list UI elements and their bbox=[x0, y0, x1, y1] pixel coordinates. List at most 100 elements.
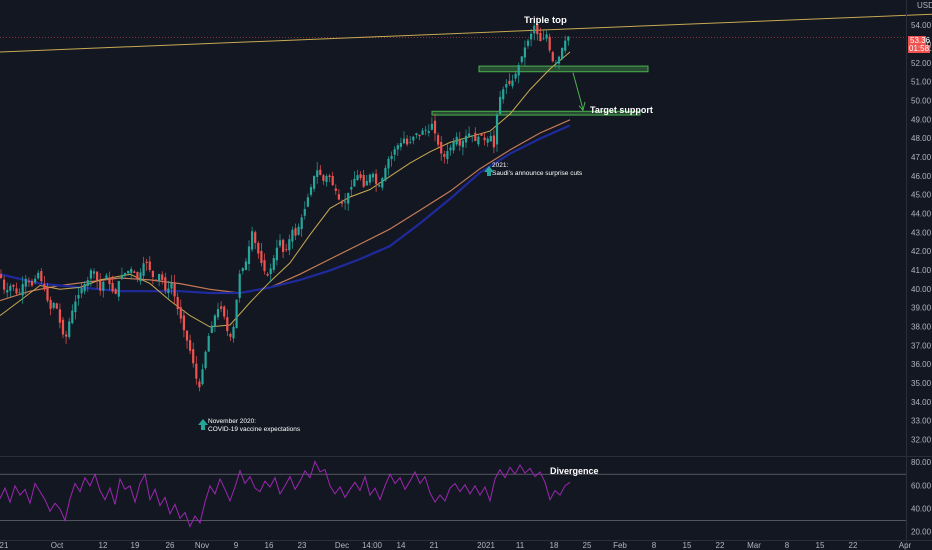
candle-body bbox=[3, 279, 6, 290]
candle-body bbox=[406, 138, 409, 145]
candle-body bbox=[164, 277, 167, 291]
candle-body bbox=[471, 135, 474, 137]
candle-body bbox=[539, 32, 542, 42]
candle-body bbox=[381, 178, 384, 188]
candle-body bbox=[548, 36, 551, 51]
up-arrow-icon bbox=[484, 166, 494, 176]
candle-body bbox=[502, 89, 505, 100]
candle-body bbox=[216, 309, 220, 318]
candle-body bbox=[520, 56, 523, 63]
candle-body bbox=[418, 134, 421, 137]
candle-body bbox=[229, 333, 232, 337]
candle-body bbox=[173, 282, 176, 297]
support-zone-upper[interactable] bbox=[478, 65, 649, 73]
candle-body bbox=[127, 270, 130, 274]
candle-body bbox=[359, 174, 362, 178]
candle-body bbox=[189, 340, 192, 351]
time-tick-label: 15 bbox=[816, 541, 825, 550]
candle-body bbox=[288, 239, 291, 251]
candle-body bbox=[430, 123, 433, 130]
candle-body bbox=[260, 250, 263, 264]
candle-body bbox=[49, 299, 52, 309]
price-tick-label: 35.00 bbox=[911, 379, 932, 388]
candle-body bbox=[461, 140, 464, 148]
price-tick-label: 47.00 bbox=[911, 153, 932, 162]
candle-body bbox=[455, 136, 458, 145]
candle-body bbox=[201, 369, 204, 385]
candle-body bbox=[114, 289, 117, 294]
candle-body bbox=[477, 136, 480, 145]
candle-body bbox=[207, 335, 210, 352]
time-tick-label: 23 bbox=[298, 541, 307, 550]
candle-body bbox=[182, 315, 185, 331]
candle-body bbox=[99, 280, 102, 291]
candle-body bbox=[378, 185, 381, 187]
candle-body bbox=[55, 303, 58, 309]
candle-body bbox=[154, 279, 158, 281]
time-tick-label: Feb bbox=[613, 541, 627, 550]
time-tick-label: 14 bbox=[397, 541, 406, 550]
candle-body bbox=[185, 330, 189, 341]
note-2021-title: 2021: bbox=[492, 162, 508, 169]
candle-body bbox=[530, 33, 533, 40]
candle-body bbox=[415, 133, 418, 136]
candle-body bbox=[40, 271, 43, 282]
candle-body bbox=[393, 149, 396, 155]
candle-body bbox=[46, 287, 49, 301]
trendline[interactable] bbox=[0, 13, 932, 53]
time-tick-label: 14:00 bbox=[362, 541, 383, 550]
candle-body bbox=[433, 120, 437, 134]
candle-body bbox=[303, 209, 306, 216]
time-tick-label: 15 bbox=[683, 541, 692, 550]
candle-body bbox=[139, 272, 142, 282]
candle-body bbox=[58, 309, 61, 323]
rsi-tick-label: 80.00 bbox=[911, 458, 932, 467]
candle-body bbox=[272, 258, 275, 270]
candle-body bbox=[89, 270, 92, 279]
candle-body bbox=[412, 136, 415, 141]
candle-body bbox=[306, 197, 309, 207]
moving-average-orange bbox=[0, 119, 571, 302]
candle-body bbox=[86, 280, 89, 286]
candle-body bbox=[452, 141, 455, 151]
time-tick-label: 16 bbox=[265, 541, 274, 550]
candle-body bbox=[309, 187, 313, 195]
candle-body bbox=[130, 269, 133, 273]
candle-body bbox=[514, 73, 517, 79]
candle-body bbox=[24, 278, 27, 287]
candle-body bbox=[226, 317, 229, 332]
candle-body bbox=[399, 142, 402, 147]
note-nov-title: November 2020: bbox=[208, 418, 256, 425]
price-tick-label: 44.00 bbox=[911, 209, 932, 218]
candle-body bbox=[275, 247, 278, 261]
price-tick-label: 52.00 bbox=[911, 59, 932, 68]
candle-body bbox=[291, 229, 294, 242]
candle-body bbox=[30, 281, 34, 286]
time-tick-label: Dec bbox=[335, 541, 349, 550]
moving-average-yellow bbox=[0, 51, 571, 328]
candle-body bbox=[353, 178, 356, 187]
candle-body bbox=[247, 246, 251, 264]
candle-body bbox=[15, 288, 18, 294]
candle-body bbox=[449, 147, 452, 151]
annotation-divergence: Divergence bbox=[550, 466, 599, 476]
price-panel[interactable] bbox=[0, 13, 932, 392]
candle-body bbox=[213, 315, 216, 327]
candle-body bbox=[27, 280, 30, 283]
candle-body bbox=[241, 268, 244, 272]
candle-body bbox=[34, 278, 37, 283]
candle-body bbox=[151, 270, 154, 277]
candle-body bbox=[6, 290, 9, 293]
candle-body bbox=[244, 261, 247, 270]
price-tick-label: 34.00 bbox=[911, 398, 932, 407]
rsi-panel[interactable] bbox=[0, 460, 906, 528]
candle-body bbox=[21, 284, 24, 296]
time-tick-label: 8 bbox=[785, 541, 790, 550]
candle-body bbox=[387, 158, 390, 169]
projection-arrow-line bbox=[572, 72, 584, 110]
support-zone-target[interactable] bbox=[431, 110, 641, 116]
candle-body bbox=[384, 167, 387, 181]
candle-body bbox=[198, 381, 201, 388]
